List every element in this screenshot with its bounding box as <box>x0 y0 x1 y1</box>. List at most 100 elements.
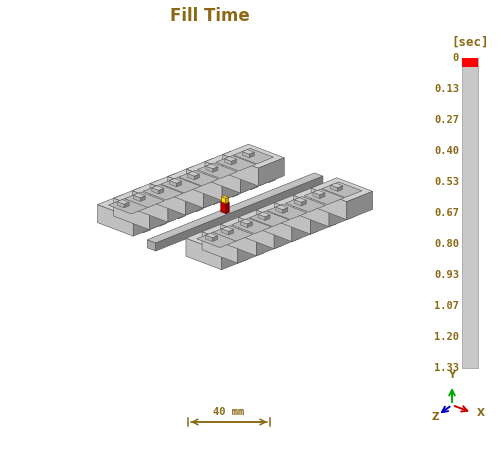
Polygon shape <box>178 171 218 186</box>
Polygon shape <box>256 228 282 256</box>
Polygon shape <box>150 173 212 197</box>
Text: 0: 0 <box>453 53 459 63</box>
Text: 0.67: 0.67 <box>434 208 459 218</box>
Polygon shape <box>206 233 218 238</box>
Polygon shape <box>188 171 200 176</box>
Polygon shape <box>249 211 289 226</box>
Polygon shape <box>271 230 278 240</box>
Polygon shape <box>124 192 164 207</box>
Text: 40 mm: 40 mm <box>214 407 244 417</box>
Polygon shape <box>136 207 166 218</box>
Polygon shape <box>326 207 332 218</box>
Polygon shape <box>205 151 266 175</box>
Polygon shape <box>211 235 241 247</box>
Polygon shape <box>211 238 234 255</box>
Polygon shape <box>240 221 247 228</box>
Polygon shape <box>148 240 156 251</box>
Polygon shape <box>251 179 258 189</box>
Polygon shape <box>161 177 201 193</box>
Text: Fill Time: Fill Time <box>170 7 250 25</box>
Polygon shape <box>202 221 264 245</box>
Polygon shape <box>124 202 129 208</box>
Polygon shape <box>242 152 250 158</box>
Polygon shape <box>186 238 222 270</box>
Polygon shape <box>152 186 164 190</box>
Polygon shape <box>308 215 314 225</box>
Polygon shape <box>152 188 159 194</box>
Bar <box>462 58 478 368</box>
Polygon shape <box>186 169 222 201</box>
Polygon shape <box>108 198 148 214</box>
Polygon shape <box>228 173 251 189</box>
Polygon shape <box>170 179 181 183</box>
Polygon shape <box>220 214 282 238</box>
Polygon shape <box>275 192 336 216</box>
Polygon shape <box>240 219 252 224</box>
Polygon shape <box>195 241 225 253</box>
Polygon shape <box>212 236 218 242</box>
Polygon shape <box>250 152 254 158</box>
Polygon shape <box>265 216 289 233</box>
Polygon shape <box>214 194 220 204</box>
Polygon shape <box>311 178 372 202</box>
Polygon shape <box>188 174 194 180</box>
Polygon shape <box>302 200 306 206</box>
Polygon shape <box>329 198 355 227</box>
Polygon shape <box>242 149 254 154</box>
Polygon shape <box>98 194 159 218</box>
Polygon shape <box>213 167 218 172</box>
Polygon shape <box>190 185 220 197</box>
Polygon shape <box>256 200 318 224</box>
Polygon shape <box>170 180 176 187</box>
Polygon shape <box>136 209 160 226</box>
Text: 0.53: 0.53 <box>434 177 459 187</box>
Polygon shape <box>286 197 326 212</box>
Polygon shape <box>197 163 237 179</box>
Polygon shape <box>347 191 372 220</box>
Polygon shape <box>311 188 347 220</box>
Polygon shape <box>176 181 182 187</box>
Polygon shape <box>284 206 314 217</box>
Polygon shape <box>247 222 252 228</box>
Text: 1.20: 1.20 <box>434 332 459 342</box>
Polygon shape <box>117 202 124 208</box>
Text: 0.40: 0.40 <box>434 146 459 156</box>
Polygon shape <box>150 201 175 230</box>
Polygon shape <box>178 208 185 219</box>
Polygon shape <box>344 200 350 211</box>
Polygon shape <box>234 244 241 255</box>
Polygon shape <box>245 163 276 175</box>
Polygon shape <box>202 232 238 263</box>
Polygon shape <box>190 188 214 204</box>
Polygon shape <box>140 196 145 202</box>
Polygon shape <box>276 205 288 210</box>
Polygon shape <box>320 194 344 211</box>
Polygon shape <box>195 244 218 261</box>
Polygon shape <box>132 191 168 222</box>
Polygon shape <box>228 170 258 182</box>
Polygon shape <box>222 227 234 231</box>
Polygon shape <box>294 200 302 206</box>
Polygon shape <box>230 230 254 247</box>
Polygon shape <box>132 180 194 204</box>
Text: 0.93: 0.93 <box>434 270 459 280</box>
Polygon shape <box>254 237 260 247</box>
Polygon shape <box>313 190 325 195</box>
Polygon shape <box>143 184 183 200</box>
Polygon shape <box>330 185 338 191</box>
Polygon shape <box>322 182 362 198</box>
Polygon shape <box>222 229 228 235</box>
Polygon shape <box>240 165 266 193</box>
Polygon shape <box>222 154 258 186</box>
Polygon shape <box>154 202 178 219</box>
Polygon shape <box>274 220 300 249</box>
Polygon shape <box>330 183 342 188</box>
Text: Y: Y <box>448 370 456 380</box>
Polygon shape <box>98 205 133 236</box>
Polygon shape <box>320 193 325 198</box>
Polygon shape <box>160 216 166 226</box>
Text: Z: Z <box>431 412 438 422</box>
Polygon shape <box>222 197 226 203</box>
Text: 0.27: 0.27 <box>434 115 459 125</box>
Polygon shape <box>221 200 229 203</box>
